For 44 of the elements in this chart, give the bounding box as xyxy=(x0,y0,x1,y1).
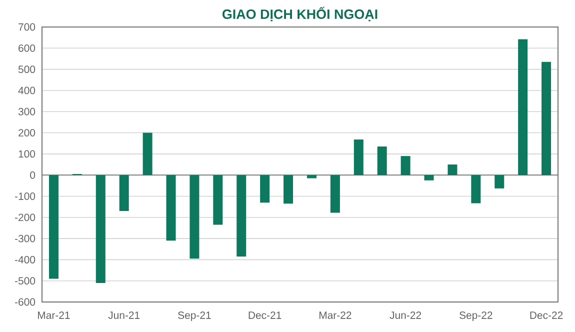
bar xyxy=(166,175,176,241)
bar xyxy=(142,132,152,176)
y-tick-label: -300 xyxy=(15,234,36,242)
bar xyxy=(48,175,58,279)
y-tick-label: 400 xyxy=(18,86,36,94)
x-tick-label: Sep-21 xyxy=(178,312,211,321)
bar xyxy=(354,140,364,176)
bar xyxy=(213,175,223,225)
bar xyxy=(260,175,270,203)
x-tick-label: Mar-21 xyxy=(38,312,70,319)
x-tick-label: Dec-21 xyxy=(248,312,282,319)
y-tick-label: 700 xyxy=(18,23,36,31)
bar xyxy=(542,62,552,176)
bar xyxy=(284,175,294,204)
bar xyxy=(96,175,106,283)
bar xyxy=(448,164,458,176)
bar xyxy=(400,156,410,176)
chart-title: GIAO DỊCH KHỐI NGOẠI xyxy=(222,6,378,22)
y-tick-label: -400 xyxy=(15,256,36,264)
x-tick-label: Jun-22 xyxy=(390,312,422,319)
y-tick-label: -100 xyxy=(15,192,36,200)
bar xyxy=(518,39,528,176)
bar xyxy=(306,175,316,178)
bar xyxy=(236,175,246,257)
x-tick-label: Mar-22 xyxy=(319,312,352,319)
bar xyxy=(377,146,387,176)
y-tick-label: -600 xyxy=(15,298,36,306)
bar xyxy=(330,175,340,213)
y-tick-label: -500 xyxy=(15,277,36,285)
x-tick-label: Sep-22 xyxy=(460,312,492,321)
x-tick-label: Jun-21 xyxy=(108,312,140,319)
x-tick-label: Dec-22 xyxy=(530,312,563,319)
y-tick-label: 0 xyxy=(30,171,36,179)
y-tick-label: 600 xyxy=(18,44,36,52)
y-tick-label: 300 xyxy=(18,108,36,116)
y-tick-label: 100 xyxy=(18,150,36,158)
y-tick-label: 200 xyxy=(18,129,36,136)
y-tick-label: -200 xyxy=(15,214,36,222)
bar xyxy=(190,175,200,259)
bar xyxy=(119,175,129,212)
bar xyxy=(424,175,434,180)
bar xyxy=(471,175,481,204)
y-tick-label: 500 xyxy=(18,66,36,74)
bar xyxy=(494,175,504,188)
